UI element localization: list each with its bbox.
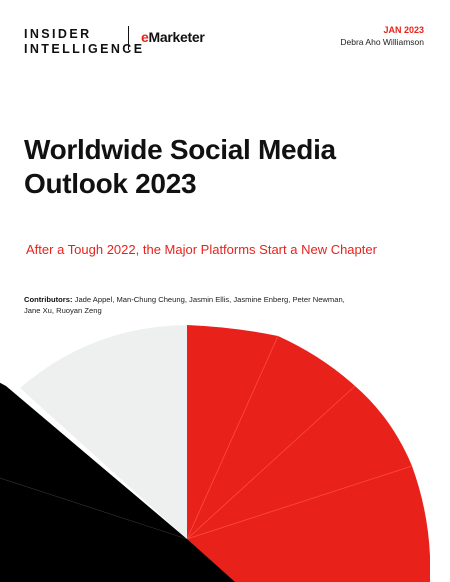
pie-bottom-black-sliver [187,539,235,582]
contributors-names-1: Jade Appel, Man-Chung Cheung, Jasmin Ell… [74,295,345,304]
pie-gray-wedge [20,325,187,539]
contributors-names-2: Jane Xu, Ruoyan Zeng [24,306,102,315]
contributors-line-1: Contributors: Jade Appel, Man-Chung Cheu… [24,294,424,305]
report-title: Worldwide Social Media Outlook 2023 [24,133,424,201]
pie-divider-1 [186,335,279,540]
emarketer-wordmark: Marketer [148,29,205,45]
pie-divider-3 [186,465,413,540]
logo-line-insider: INSIDER [24,27,92,41]
report-title-line-1: Worldwide Social Media [24,134,336,165]
pie-black-wedge [0,382,187,582]
report-meta: JAN 2023 Debra Aho Williamson [340,24,424,48]
pie-black-divider [0,477,188,540]
emarketer-logo: eMarketer [141,29,205,45]
emarketer-e-mark: e [141,29,149,45]
contributors: Contributors: Jade Appel, Man-Chung Cheu… [24,294,424,316]
report-date: JAN 2023 [383,25,424,35]
pie-slice-dividers [186,335,413,540]
pie-red-wedge [187,325,430,582]
logo-divider [128,26,129,50]
report-subtitle: After a Tough 2022, the Major Platforms … [26,242,377,257]
report-author: Debra Aho Williamson [340,37,424,47]
report-title-line-2: Outlook 2023 [24,168,197,199]
pie-divider-2 [186,385,356,540]
contributors-label: Contributors: [24,295,73,304]
logo-line-intelligence: INTELLIGENCE [24,42,145,56]
insider-intelligence-logo: INSIDER INTELLIGENCE [24,27,144,57]
